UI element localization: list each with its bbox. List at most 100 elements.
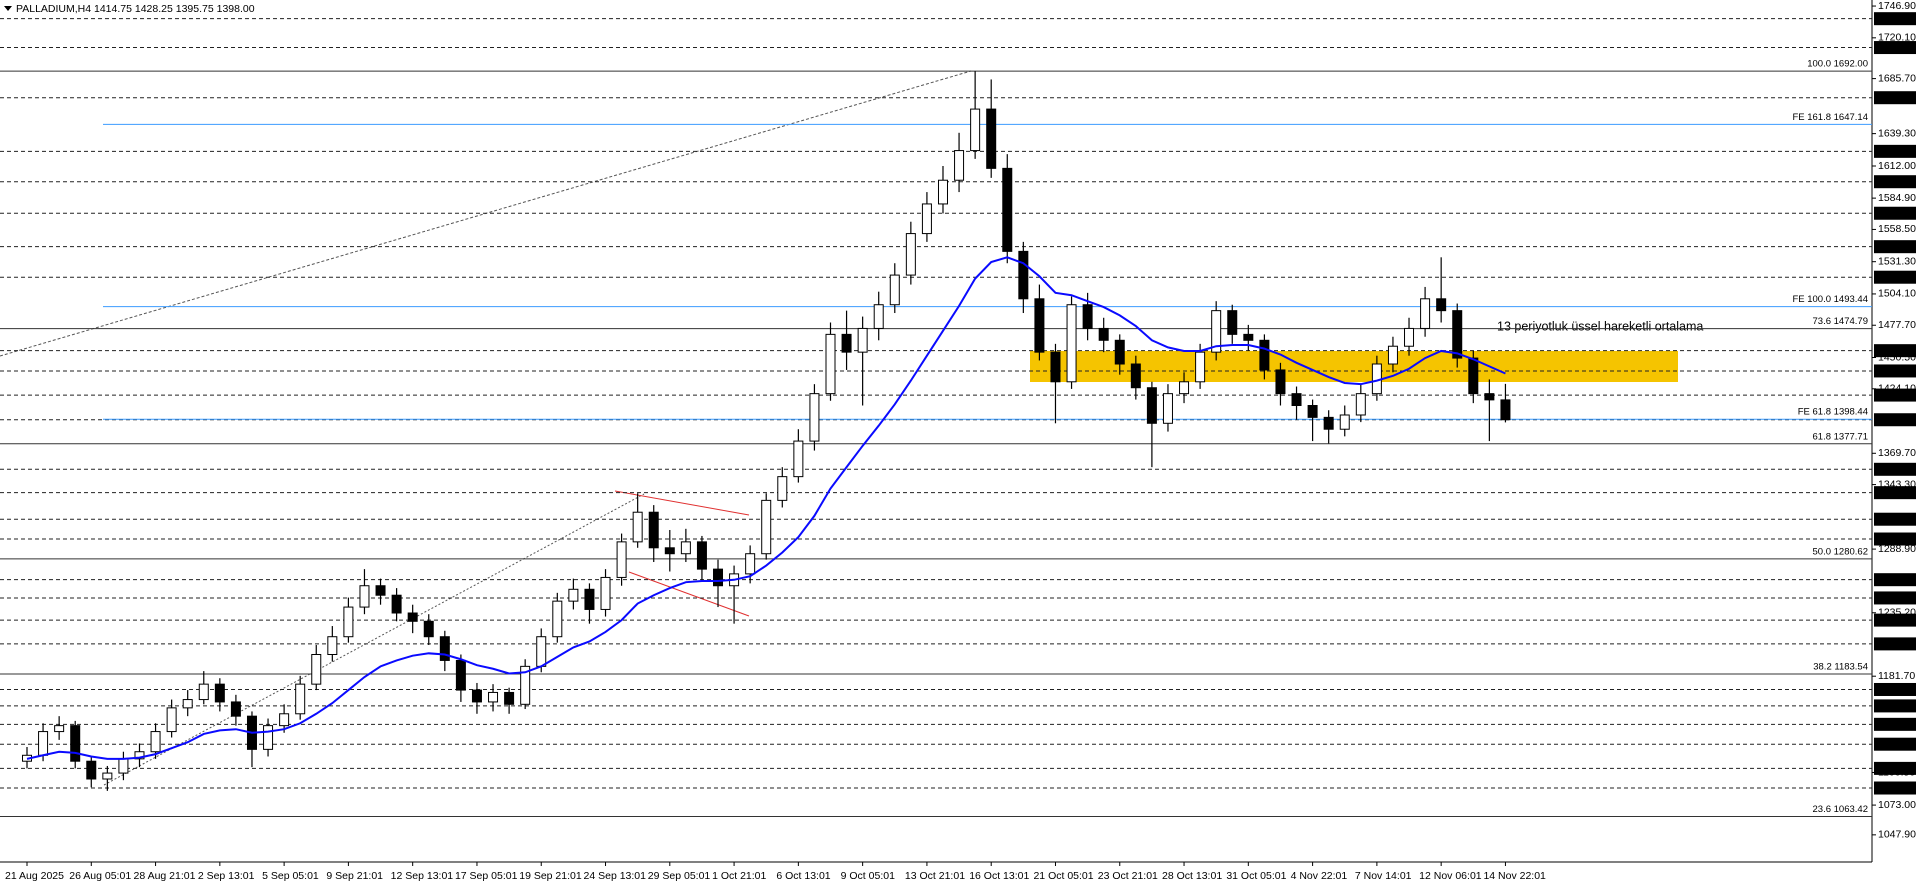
level-label: 1124.35 (1876, 738, 1913, 750)
x-tick-label: 24 Sep 13:01 (584, 870, 647, 882)
candle-body (423, 620, 434, 638)
level-label: 1356.20 (1876, 463, 1914, 475)
x-tick-label: 29 Sep 05:01 (648, 870, 711, 882)
level-label-box (1874, 240, 1916, 254)
candle-body (150, 731, 161, 753)
x-tick-label: 14 Nov 22:01 (1483, 870, 1546, 882)
y-tick-label: 1369.70 (1878, 447, 1916, 459)
fe-label: FE 100.0 1493.44 (1792, 294, 1868, 305)
x-tick-label: 2 Sep 13:01 (198, 870, 255, 882)
axis-layer: 1746.90 1720.10 1685.70 1639.30 1612.00 1584.… (5, 0, 1916, 882)
level-label-box (1874, 486, 1916, 500)
level-label-box (1874, 532, 1916, 546)
candle-body (1034, 298, 1045, 353)
level-label-box (1874, 682, 1916, 696)
y-tick-label: 1531.30 (1878, 255, 1916, 267)
x-tick-label: 28 Aug 21:01 (134, 870, 196, 882)
y-tick-label: 1720.10 (1878, 32, 1916, 44)
candle-body (632, 511, 643, 543)
candle-body (214, 683, 225, 703)
level-label: 1572.15 (1876, 207, 1914, 219)
fe-label: FE 161.8 1647.14 (1792, 112, 1868, 123)
y-tick-label: 1477.70 (1878, 319, 1916, 331)
level-label: 1336.50 (1876, 486, 1914, 498)
level-label-box (1874, 413, 1916, 427)
candle-body (889, 274, 900, 306)
candle-body (182, 699, 193, 709)
candle-body (1130, 363, 1141, 389)
chart-header: PALLADIUM,H4 1414.75 1428.25 1395.75 139… (16, 3, 255, 15)
candle-body (1002, 167, 1013, 252)
candle-body (1307, 405, 1318, 418)
x-tick-label: 28 Oct 13:01 (1162, 870, 1222, 882)
level-label-box (1874, 175, 1916, 189)
x-tick-label: 7 Nov 14:01 (1355, 870, 1412, 882)
candle-body (937, 179, 948, 205)
candle-body (54, 725, 65, 733)
candle-body (230, 701, 241, 717)
candle-body (1500, 399, 1511, 421)
candle-body (986, 108, 997, 169)
x-tick-label: 21 Aug 2025 (5, 870, 64, 882)
level-label-box (1874, 761, 1916, 775)
candle-body (1484, 393, 1495, 401)
level-label-box (1874, 388, 1916, 402)
candle-body (841, 333, 852, 353)
level-label-box (1874, 512, 1916, 526)
candle-body (295, 683, 306, 715)
x-tick-label: 23 Oct 21:01 (1098, 870, 1158, 882)
x-tick-label: 19 Sep 21:01 (519, 870, 582, 882)
level-label-box (1874, 462, 1916, 476)
candle-body (600, 576, 611, 610)
candle-body (70, 725, 81, 762)
level-label: 1456.25 (1876, 344, 1914, 356)
level-label-box (1874, 717, 1916, 731)
fib-label: 73.6 1474.79 (1813, 316, 1868, 327)
x-tick-label: 9 Oct 05:01 (841, 870, 895, 882)
candle-body (118, 758, 129, 774)
level-label: 1297.40 (1876, 533, 1914, 545)
candle-body (584, 588, 595, 610)
level-label-box (1874, 364, 1916, 378)
level-label: 1669.60 (1876, 91, 1914, 103)
level-label: 1208.95 (1876, 638, 1914, 650)
x-tick-label: 17 Sep 05:01 (455, 870, 518, 882)
y-tick-label: 1584.90 (1878, 192, 1916, 204)
candle-body (648, 511, 659, 549)
fib-label: 100.0 1692.00 (1807, 59, 1868, 70)
level-label-box (1874, 270, 1916, 284)
level-label: 1103.95 (1876, 762, 1913, 774)
candle-body (504, 691, 515, 705)
level-label-box (1874, 91, 1916, 105)
ema-line (26, 256, 1506, 760)
level-label: 1418.80 (1876, 389, 1914, 401)
y-tick-label: 1612.00 (1878, 160, 1916, 172)
candle-body (1291, 393, 1302, 407)
x-tick-label: 5 Sep 05:01 (262, 870, 319, 882)
candle-body (713, 568, 724, 587)
x-tick-label: 12 Nov 06:01 (1419, 870, 1482, 882)
y-tick-label: 1746.90 (1878, 0, 1916, 12)
level-label: 1247.70 (1876, 592, 1914, 604)
candle-body (809, 393, 820, 442)
candle-body (407, 612, 418, 622)
candle-body (664, 547, 675, 555)
level-label: 1543.95 (1876, 240, 1914, 252)
level-label: 1141.10 (1876, 718, 1913, 730)
fib-label: 23.6 1063.42 (1813, 804, 1868, 815)
level-label-box (1874, 206, 1916, 220)
candle-body (1195, 351, 1206, 383)
candle-body (1452, 310, 1463, 359)
fib-label: 61.8 1377.71 (1813, 431, 1868, 442)
level-label: 1170.50 (1876, 683, 1913, 695)
candle-body (391, 594, 402, 614)
candle-body (1146, 387, 1157, 424)
candle-body (552, 600, 563, 638)
candle-body (455, 659, 466, 691)
y-tick-label: 1639.30 (1878, 127, 1916, 139)
candle-body (1355, 393, 1366, 416)
level-label-box (1874, 41, 1916, 55)
candle-body (1275, 369, 1286, 395)
